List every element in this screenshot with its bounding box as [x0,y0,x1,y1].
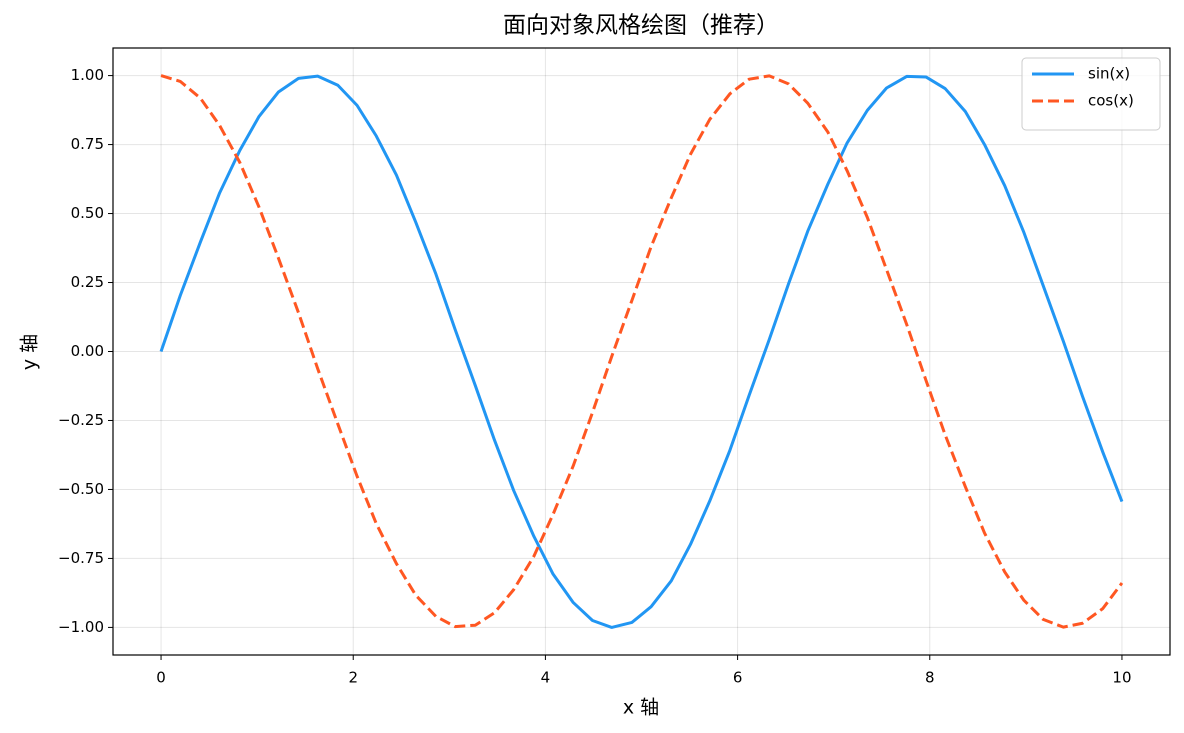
y-axis-label: y 轴 [19,334,41,370]
legend-label: sin(x) [1088,65,1130,83]
y-tick-label: 0.75 [71,135,104,153]
y-tick-label: −0.75 [58,549,104,567]
y-tick-label: −0.25 [58,411,104,429]
x-tick-label: 2 [348,669,358,687]
y-tick-label: −0.50 [58,480,104,498]
x-tick-label: 4 [541,669,551,687]
y-tick-label: 0.00 [71,342,104,360]
y-tick-label: 0.50 [71,204,104,222]
x-tick-label: 6 [733,669,743,687]
series-line [160,74,1124,629]
y-tick-label: 1.00 [71,66,104,84]
x-axis-label: x 轴 [623,697,659,719]
x-tick-label: 8 [925,669,935,687]
legend-label: cos(x) [1088,92,1134,110]
y-tick-label: −1.00 [58,618,104,636]
x-tick-label: 0 [156,669,166,687]
plot-frame [112,47,1171,656]
series-line [159,74,1124,629]
x-tick-label: 10 [1112,669,1131,687]
chart-title: 面向对象风格绘图（推荐） [503,13,779,39]
legend-box [1021,57,1161,131]
y-tick-label: 0.25 [71,273,104,291]
